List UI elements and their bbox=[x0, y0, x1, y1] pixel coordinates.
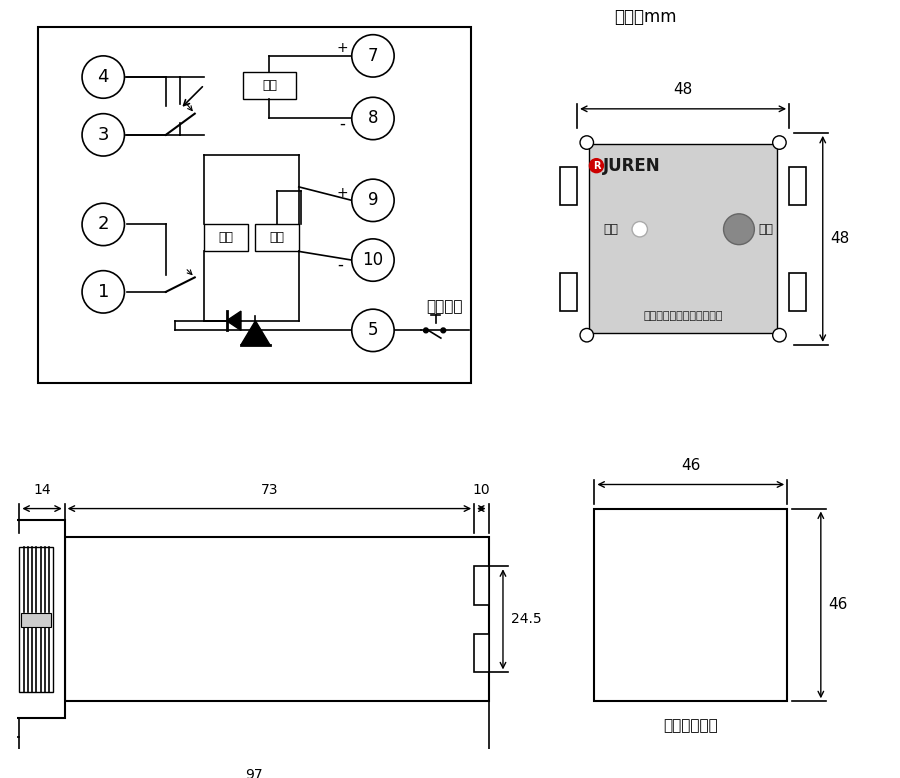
Text: 4: 4 bbox=[97, 68, 109, 86]
FancyBboxPatch shape bbox=[65, 538, 489, 701]
Circle shape bbox=[773, 328, 787, 342]
Text: 46: 46 bbox=[681, 458, 700, 473]
FancyBboxPatch shape bbox=[589, 145, 778, 333]
Text: 14: 14 bbox=[33, 483, 51, 497]
Circle shape bbox=[82, 56, 124, 98]
Text: 48: 48 bbox=[831, 231, 850, 247]
Text: +: + bbox=[337, 186, 348, 200]
Circle shape bbox=[441, 328, 446, 333]
FancyBboxPatch shape bbox=[22, 612, 51, 627]
Text: R: R bbox=[593, 161, 600, 170]
FancyBboxPatch shape bbox=[474, 566, 489, 605]
Text: 9: 9 bbox=[368, 191, 378, 209]
Circle shape bbox=[424, 328, 428, 333]
Circle shape bbox=[82, 203, 124, 246]
Text: 辅源: 辅源 bbox=[270, 231, 284, 244]
Circle shape bbox=[352, 97, 394, 140]
Text: 48: 48 bbox=[673, 82, 693, 97]
FancyBboxPatch shape bbox=[595, 509, 788, 701]
FancyBboxPatch shape bbox=[560, 166, 577, 205]
Text: 97: 97 bbox=[245, 768, 263, 778]
Text: 5: 5 bbox=[368, 321, 378, 339]
Text: +: + bbox=[337, 41, 348, 55]
Text: JUREN: JUREN bbox=[603, 156, 661, 175]
Polygon shape bbox=[227, 311, 241, 331]
Circle shape bbox=[352, 309, 394, 352]
FancyBboxPatch shape bbox=[204, 224, 248, 251]
FancyBboxPatch shape bbox=[12, 520, 65, 717]
FancyBboxPatch shape bbox=[20, 547, 53, 692]
FancyBboxPatch shape bbox=[789, 272, 806, 311]
Text: 1: 1 bbox=[97, 283, 109, 301]
Text: 3: 3 bbox=[97, 126, 109, 144]
Polygon shape bbox=[241, 321, 270, 345]
Text: 上海聚仁电力科技有限公司: 上海聚仁电力科技有限公司 bbox=[644, 311, 723, 321]
Text: 10: 10 bbox=[472, 483, 490, 497]
Text: 24.5: 24.5 bbox=[510, 612, 541, 626]
FancyBboxPatch shape bbox=[256, 224, 299, 251]
Text: 46: 46 bbox=[829, 598, 848, 612]
FancyBboxPatch shape bbox=[474, 634, 489, 672]
Circle shape bbox=[632, 222, 647, 237]
Text: 8: 8 bbox=[368, 110, 378, 128]
Circle shape bbox=[589, 158, 604, 173]
Text: 远方复归: 远方复归 bbox=[426, 299, 463, 314]
Circle shape bbox=[352, 239, 394, 282]
Text: 动作: 动作 bbox=[603, 223, 618, 236]
Circle shape bbox=[352, 179, 394, 222]
Circle shape bbox=[82, 271, 124, 313]
Text: 面板开孔尺寸: 面板开孔尺寸 bbox=[663, 718, 718, 733]
Circle shape bbox=[773, 136, 787, 149]
Text: 复归: 复归 bbox=[219, 231, 234, 244]
Text: 复位: 复位 bbox=[758, 223, 773, 236]
Text: -: - bbox=[339, 114, 345, 132]
Text: -: - bbox=[338, 256, 343, 274]
Circle shape bbox=[82, 114, 124, 156]
Text: 启动: 启动 bbox=[262, 79, 277, 93]
Text: 单位：mm: 单位：mm bbox=[614, 9, 676, 26]
Circle shape bbox=[724, 214, 754, 244]
Circle shape bbox=[580, 328, 593, 342]
FancyBboxPatch shape bbox=[38, 27, 472, 384]
Circle shape bbox=[352, 35, 394, 77]
Text: 2: 2 bbox=[97, 216, 109, 233]
FancyBboxPatch shape bbox=[789, 166, 806, 205]
FancyBboxPatch shape bbox=[560, 272, 577, 311]
FancyBboxPatch shape bbox=[243, 72, 296, 100]
Circle shape bbox=[580, 136, 593, 149]
Text: 7: 7 bbox=[368, 47, 378, 65]
Text: 10: 10 bbox=[363, 251, 383, 269]
Text: 73: 73 bbox=[261, 483, 278, 497]
